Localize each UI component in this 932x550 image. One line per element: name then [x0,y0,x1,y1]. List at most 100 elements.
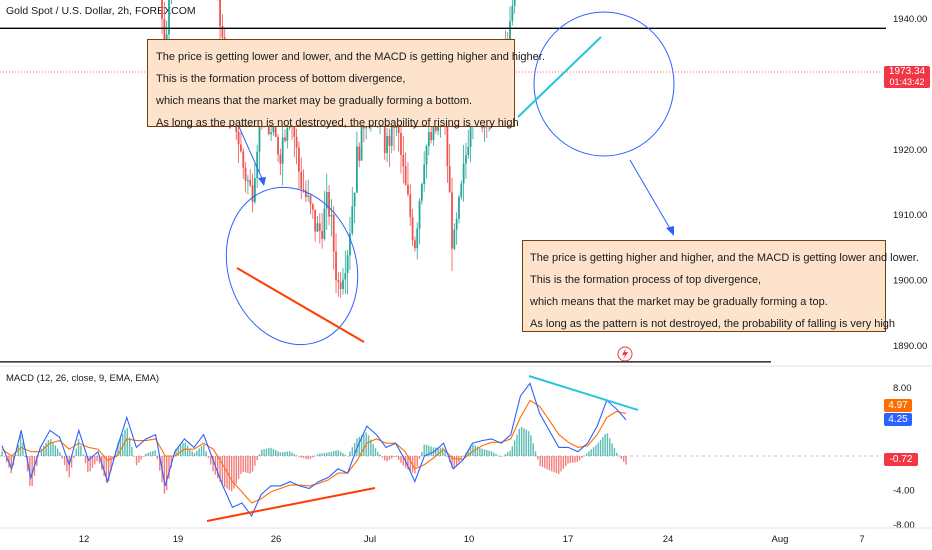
histogram-bar [277,451,279,456]
histogram-bar [558,456,560,474]
histogram-bar [453,456,456,469]
candle-body [321,231,324,239]
histogram-value-tag: -0.72 [884,453,918,466]
note-line: which means that the market may be gradu… [156,95,473,107]
candle-body [453,229,456,249]
histogram-bar [358,436,360,456]
histogram-bar [381,456,384,458]
candle-body [462,163,465,184]
histogram-bar [196,450,198,456]
histogram-bar [532,443,534,456]
histogram-bar [247,456,249,474]
macd-line[interactable] [1,382,627,517]
histogram-bar [483,449,486,456]
macd-downtrend-line[interactable] [528,375,639,411]
note-line: As long as the pattern is not destroyed,… [156,117,519,129]
histogram-bar [193,453,196,456]
candle-body [402,154,405,167]
event-lightning-icon[interactable] [617,346,633,362]
histogram-bar [541,456,544,468]
histogram-bar [200,446,203,456]
histogram-bar [217,456,219,479]
macd-tick-label: -4.00 [893,486,915,497]
candle-body [383,114,386,154]
candle-body [409,194,412,218]
histogram-bar [469,446,472,456]
macd-histogram[interactable] [1,426,627,494]
histogram-bar [133,456,135,457]
price-downtrend-line[interactable] [236,267,365,343]
histogram-bar [451,456,453,468]
histogram-bar [126,427,128,456]
histogram-bar [592,447,595,456]
histogram-bar [595,445,597,456]
candle-body [418,200,421,229]
histogram-bar [198,448,200,456]
histogram-bar [502,455,504,457]
histogram-bar [31,456,33,486]
histogram-bar [574,456,576,463]
histogram-bar [275,450,277,456]
histogram-bar [416,456,418,467]
candle-body [240,144,242,152]
histogram-bar [240,456,242,474]
histogram-bar [379,454,381,456]
arrow-head [258,177,266,186]
histogram-bar [602,437,604,456]
candle-body [242,151,245,168]
candle-body [434,123,437,131]
histogram-bar [298,456,300,457]
candle-body [307,195,310,197]
histogram-bar [205,451,207,456]
candle-body [469,125,472,147]
candle-body [337,280,340,283]
candle-body [467,146,470,156]
histogram-bar [437,447,439,456]
top-divergence-note[interactable]: The price is getting higher and higher, … [522,240,919,332]
macd-divergence-lines[interactable] [206,375,639,522]
histogram-bar [337,450,340,456]
histogram-bar [590,449,592,456]
candle-body [274,125,277,137]
histogram-bar [279,452,282,456]
histogram-bar [360,435,363,456]
top-divergence-ellipse[interactable] [533,11,675,157]
histogram-bar [395,456,398,457]
signal-line[interactable] [1,399,627,504]
candle-body [407,184,409,195]
divergence-drawings[interactable] [206,11,675,362]
bottom-divergence-note[interactable]: The price is getting lower and lower, an… [147,39,545,129]
histogram-bar [513,440,516,456]
time-x-axis[interactable]: 12 19 26 Jul 10 17 24 Aug 7 [79,534,865,545]
candle-body [400,132,402,155]
support-resistance-lines[interactable] [0,0,886,363]
price-uptrend-line[interactable] [517,36,602,118]
histogram-bar [435,447,437,456]
histogram-bar [66,456,68,472]
histogram-bar [110,456,112,471]
histogram-bar [152,451,154,456]
price-tick-label: 1890.00 [893,341,927,352]
histogram-bar [45,442,47,456]
candle-body [339,282,342,290]
x-tick-label: 10 [464,534,475,545]
candle-body [513,0,516,6]
macd-uptrend-line[interactable] [206,487,376,522]
histogram-bar [223,456,226,488]
candle-body [281,137,284,164]
histogram-bar [611,443,613,456]
histogram-bar [486,450,488,456]
histogram-bar [474,445,476,456]
histogram-bar [400,456,402,463]
histogram-bar [59,452,61,456]
histogram-bar [539,456,541,466]
histogram-bar [339,451,342,456]
macd-lines[interactable] [1,382,627,517]
histogram-bar [560,456,562,472]
histogram-bar [490,451,493,456]
price-y-axis[interactable]: 1940.001930.001920.001910.001900.001890.… [893,14,927,352]
candle-body [390,115,393,146]
histogram-bar [24,456,26,457]
bottom-divergence-ellipse[interactable] [206,170,377,362]
